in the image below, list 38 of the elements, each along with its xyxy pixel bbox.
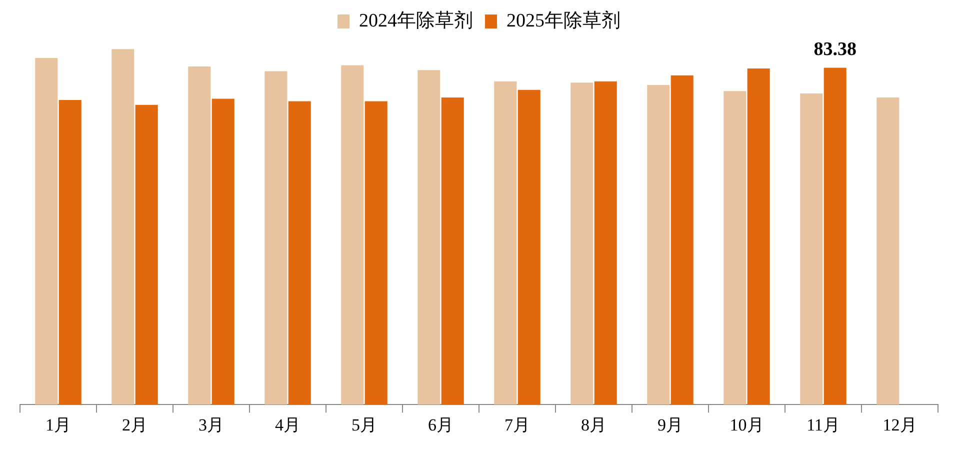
bar bbox=[570, 82, 594, 405]
x-tick-label: 6月 bbox=[428, 415, 454, 434]
bar bbox=[188, 66, 211, 405]
x-tick-label: 12月 bbox=[882, 415, 917, 434]
bar bbox=[594, 81, 617, 405]
bar bbox=[876, 98, 900, 405]
bar bbox=[670, 75, 694, 405]
bar bbox=[288, 101, 311, 405]
x-tick-label: 4月 bbox=[275, 415, 300, 434]
legend-label: 2025年除草剂 bbox=[506, 9, 620, 32]
bar bbox=[364, 101, 388, 405]
bar bbox=[341, 65, 364, 405]
bar bbox=[800, 94, 823, 405]
x-tick-label: 5月 bbox=[352, 415, 377, 434]
bar bbox=[494, 81, 517, 405]
x-tick-label: 8月 bbox=[581, 415, 606, 434]
bar bbox=[747, 68, 770, 405]
x-tick-label: 10月 bbox=[730, 415, 764, 434]
bar bbox=[212, 98, 234, 405]
legend-label: 2024年除草剂 bbox=[359, 9, 473, 32]
x-tick-label: 2月 bbox=[122, 415, 148, 434]
bar bbox=[518, 90, 540, 405]
x-tick-label: 7月 bbox=[504, 415, 530, 434]
bar bbox=[135, 104, 158, 405]
x-tick-label: 1月 bbox=[46, 415, 71, 434]
bar bbox=[418, 70, 440, 405]
x-tick-label: 9月 bbox=[658, 415, 683, 434]
x-tick-label: 11月 bbox=[806, 415, 840, 434]
bar bbox=[35, 58, 58, 405]
bar bbox=[441, 98, 464, 405]
bar bbox=[824, 68, 846, 405]
bar bbox=[724, 91, 746, 405]
x-tick-label: 3月 bbox=[198, 415, 224, 434]
bar bbox=[647, 85, 670, 405]
data-label: 83.38 bbox=[814, 39, 856, 60]
bar bbox=[112, 49, 134, 405]
bar bbox=[58, 100, 82, 405]
bar bbox=[264, 71, 288, 405]
